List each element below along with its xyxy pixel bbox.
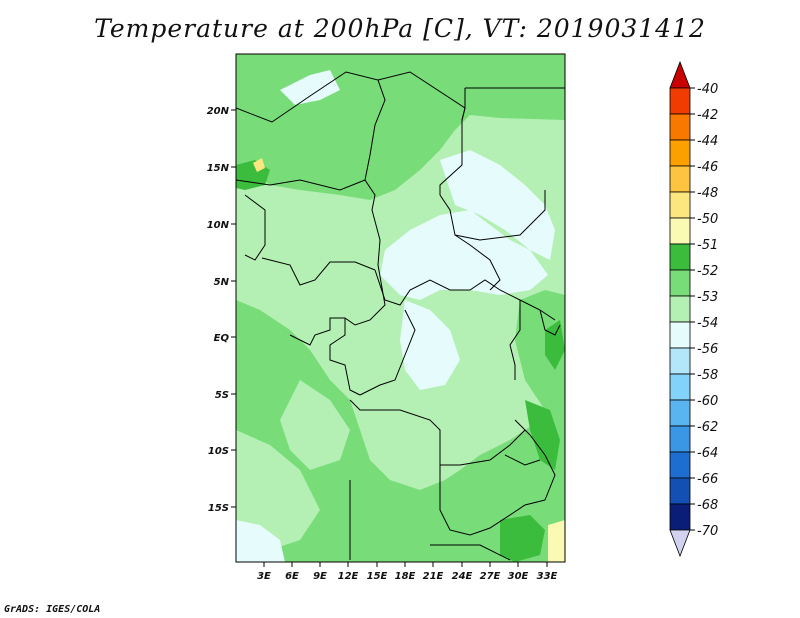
lon-label: 30E [508,571,529,582]
colorbar-label: -44 [697,134,718,149]
chart-title: Temperature at 200hPa [C], VT: 201903141… [94,14,706,43]
colorbar-cell [669,425,691,453]
colorbar-label: -53 [697,290,718,305]
colorbar-label: -62 [697,420,718,435]
country-boundaries [236,71,565,561]
lon-label: 3E [257,571,271,582]
colorbar-cell [669,243,691,271]
lon-label: 15E [367,571,388,582]
lon-label: 24E [452,571,473,582]
colorbar-top-arrow [669,60,691,89]
lon-ticks [263,562,548,567]
colorbar-label: -58 [697,368,718,383]
colorbar-cell [669,139,691,167]
colorbar-bottom-arrow [669,529,691,558]
lat-label: 15S [208,503,229,514]
lat-label: 20N [207,106,230,117]
lat-label: EQ [214,333,230,344]
colorbar-label: -50 [697,212,718,227]
colorbar-cell [669,269,691,297]
credit-text: GrADS: IGES/COLA [4,604,101,615]
colorbar-label: -42 [697,108,718,123]
lat-label: 5S [215,390,229,401]
temperature-field [236,54,565,562]
lon-label: 18E [395,571,416,582]
colorbar-cell [669,165,691,193]
lon-label: 9E [313,571,327,582]
colorbar-cell [669,217,691,245]
colorbar-label: -60 [697,394,718,409]
colorbar-label: -70 [697,524,718,539]
colorbar-cell [669,87,691,115]
colorbar-cell [669,321,691,349]
lon-label: 6E [285,571,299,582]
colorbar-label: -68 [697,498,718,513]
lon-label: 12E [338,571,359,582]
colorbar: -40 -42 -44 -46 -48 -50 -51 -52 -53 -54 -56 -58 -60 -… [669,60,718,558]
colorbar-cell [669,399,691,427]
lon-label: 21E [423,571,444,582]
colorbar-cell [669,451,691,479]
colorbar-label: -48 [697,186,718,201]
lon-label: 27E [480,571,501,582]
colorbar-cell [669,347,691,375]
lat-label: 10N [207,220,230,231]
colorbar-cell [669,477,691,505]
colorbar-label: -64 [697,446,718,461]
colorbar-cell [669,191,691,219]
colorbar-label: -54 [697,316,718,331]
colorbar-label: -52 [697,264,718,279]
colorbar-label: -56 [697,342,718,357]
colorbar-cell [669,373,691,401]
colorbar-label: -46 [697,160,718,175]
lat-label: 15N [207,163,230,174]
colorbar-label: -51 [697,238,718,253]
map-frame [235,53,566,563]
colorbar-cell [669,503,691,531]
colorbar-cell [669,113,691,141]
colorbar-label: -66 [697,472,718,487]
colorbar-cell [669,295,691,323]
lon-label: 33E [537,571,558,582]
colorbar-label: -40 [697,82,718,97]
lat-label: 10S [208,446,229,457]
lat-label: 5N [214,277,230,288]
lat-ticks [231,109,236,508]
